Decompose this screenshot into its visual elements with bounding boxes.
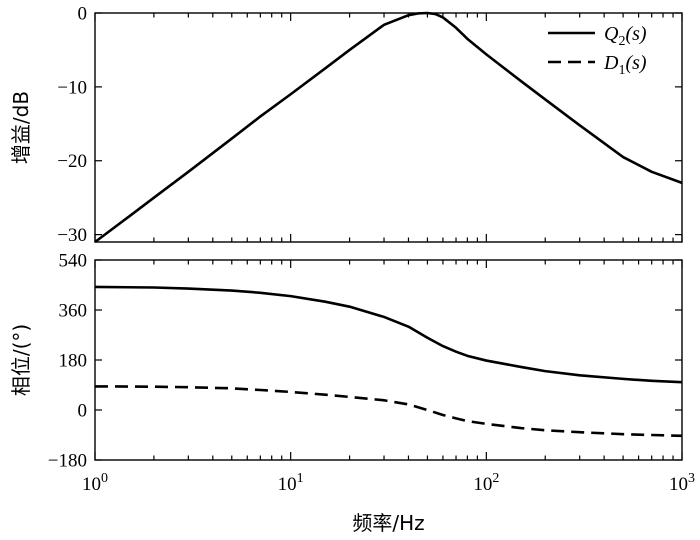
legend: Q2(s) D1(s) [548,23,647,78]
x-tick-label: 102 [473,471,499,495]
phase-series-d1s [94,385,683,438]
phase-frame [94,259,683,461]
gain-series-q2s [94,11,683,244]
gain-y-axis-title: 增益/dB [9,91,33,164]
gain-ytick-label: −20 [57,151,87,172]
phase-ytick-label: −180 [48,451,87,472]
phase-ytick-label: 180 [59,351,88,372]
legend-label-2: D1(s) [603,52,647,78]
phase-y-axis-title: 相位/(°) [9,324,33,396]
gain-panel: 0 −10 −20 −30 增益/dB [9,4,683,246]
x-tick-label: 101 [278,471,304,495]
phase-panel: 540 360 180 0 −180 相位/(°) 100 101 102 103 频率/Hz [9,251,695,536]
x-axis-title: 频率/Hz [352,511,424,535]
phase-series-q2s [94,285,683,384]
gain-ytick-label: 0 [78,4,88,25]
gain-frame [94,12,683,243]
phase-ytick-label: 360 [59,301,88,322]
phase-ytick-label: 0 [78,401,88,422]
x-tick-label: 100 [82,471,108,495]
phase-ytick-label: 540 [59,251,88,272]
gain-ytick-label: −10 [57,77,87,98]
x-tick-label: 103 [669,471,695,495]
gain-ytick-label: −30 [57,225,87,246]
legend-label-1: Q2(s) [604,23,647,49]
